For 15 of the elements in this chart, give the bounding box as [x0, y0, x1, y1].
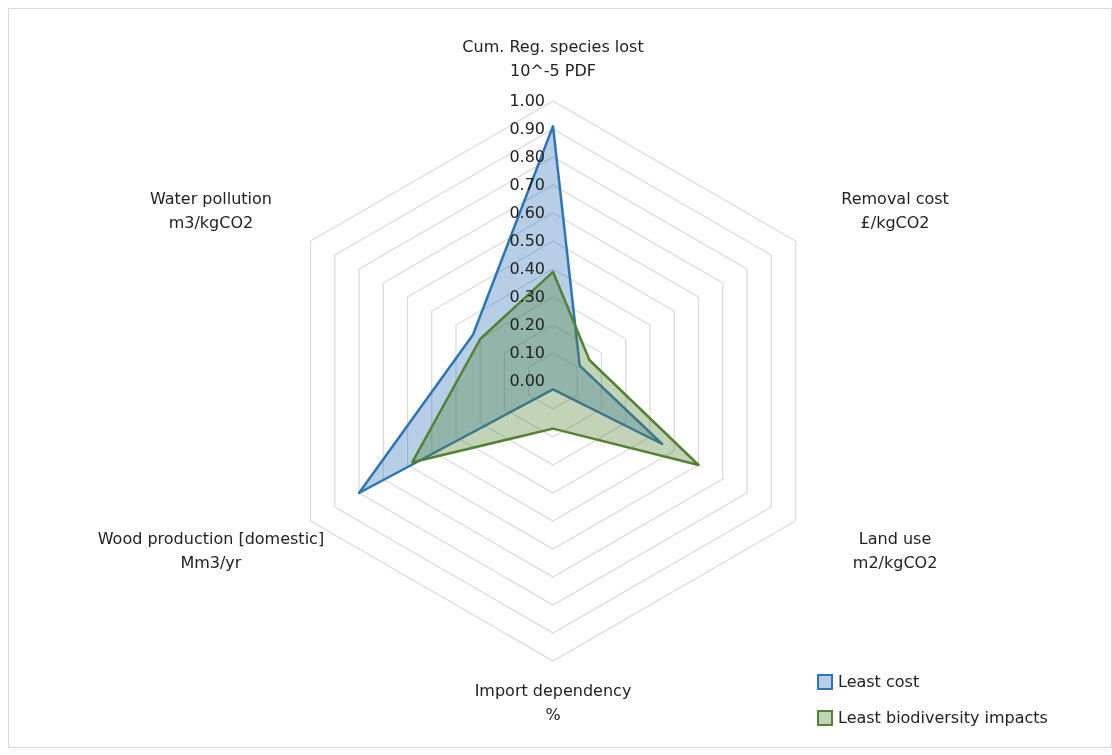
legend-label: Least biodiversity impacts	[838, 707, 1048, 727]
spoke-label: Cum. Reg. species lost 10^-5 PDF	[462, 36, 644, 80]
y-tick-label: 0.40	[509, 258, 545, 278]
y-tick-label: 0.20	[509, 314, 545, 334]
spoke-label: Water pollution m3/kgCO2	[149, 188, 272, 232]
y-tick-label: 0.50	[509, 230, 545, 250]
legend-label: Least cost	[838, 671, 920, 691]
spoke-label: Import dependency %	[474, 680, 632, 724]
y-tick-label: 0.10	[509, 342, 545, 362]
spoke-label: Wood production [domestic] Mm3/yr	[97, 528, 325, 572]
spoke-label: Land use m2/kgCO2	[852, 528, 938, 572]
spoke-label: Removal cost £/kgCO2	[841, 188, 949, 232]
y-tick-label: 0.90	[509, 118, 545, 138]
y-tick-label: 0.00	[509, 370, 545, 390]
y-tick-label: 1.00	[509, 90, 545, 110]
